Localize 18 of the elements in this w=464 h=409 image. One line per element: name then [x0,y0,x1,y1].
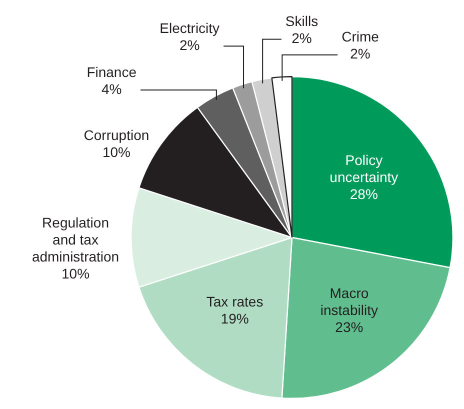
data-label: 4% [101,80,122,97]
data-label: 19% [220,310,249,327]
data-label: 10% [62,266,90,282]
data-label: 2% [350,46,370,62]
data-label: 23% [335,319,364,336]
data-label: 10% [102,144,130,160]
data-label: 28% [350,186,378,202]
slice-label: Electricity [160,20,220,36]
data-label: 2% [292,30,312,46]
slice-label: Macro instability [320,285,378,318]
slice-label: Skills [285,13,318,30]
slice-label: Regulation and tax administration [32,214,120,265]
data-label: 2% [179,36,200,53]
slice-label: Corruption [84,127,150,144]
slice-label: Tax rates [206,294,264,310]
slice-label: Policy uncertainty [330,152,398,185]
slice-label: Finance [86,64,137,80]
slice-label: Crime [342,28,380,45]
